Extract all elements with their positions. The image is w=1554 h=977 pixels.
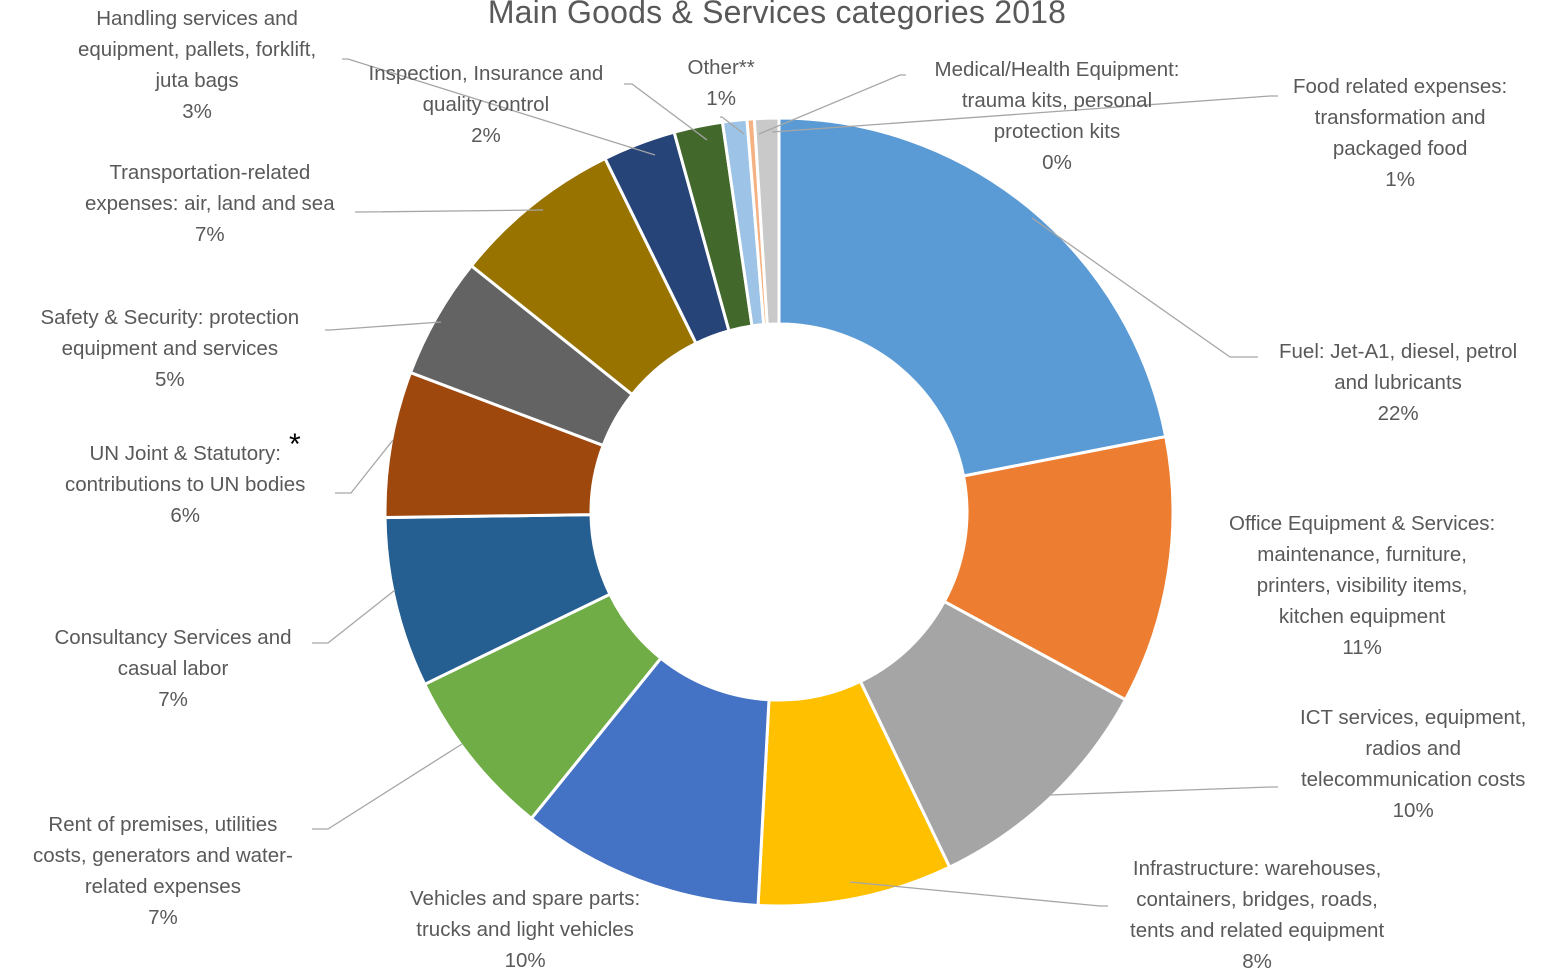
donut-slice <box>752 116 781 326</box>
slice-label-text: and lubricants <box>1334 371 1462 394</box>
chart-title: Main Goods & Services categories 2018 <box>487 0 1067 30</box>
leader-line <box>325 321 442 331</box>
leader-line <box>342 58 656 156</box>
donut-slice <box>942 434 1175 702</box>
leader-line <box>355 209 544 213</box>
leader-line <box>624 83 708 141</box>
slice-label-text: Office Equipment & Services: <box>1229 512 1496 535</box>
slice-label-text: tents and related equipment <box>1130 919 1385 942</box>
leader-line <box>771 95 1278 133</box>
slice-label-percent: 7% <box>148 906 178 929</box>
slice-label-text: containers, bridges, roads, <box>1136 888 1378 911</box>
slice-label-text: Rent of premises, utilities <box>48 813 278 836</box>
slice-label-text: protection kits <box>993 120 1121 143</box>
slice-label-text: ICT services, equipment, <box>1300 706 1527 729</box>
slice-label: UN Joint & Statutory: contributions to UN… <box>65 438 305 531</box>
slice-label-text: transformation and <box>1314 106 1486 129</box>
slice-label-text: Medical/Health Equipment: <box>934 58 1180 81</box>
slice-label-text: related expenses <box>84 875 241 898</box>
slice-label-percent: 8% <box>1242 950 1272 973</box>
slice-label-percent: 10% <box>1392 799 1434 822</box>
slice-label-text: Inspection, Insurance and <box>368 62 604 85</box>
slice-label-text: packaged food <box>1332 137 1468 160</box>
slice-label: Vehicles and spare parts: trucks and ligh… <box>410 883 640 976</box>
leader-lines <box>312 58 1278 907</box>
slice-label: Consultancy Services and casual labor 7% <box>55 622 292 715</box>
slice-label-text: Consultancy Services and <box>54 626 292 649</box>
slice-label-text: Infrastructure: warehouses, <box>1132 857 1382 880</box>
slice-label-text: printers, visibility items, <box>1256 574 1468 597</box>
slice-label-text: Food related expenses: <box>1293 75 1508 98</box>
slice-label-text: radios and <box>1365 737 1462 760</box>
slice-label: Medical/Health Equipment: trauma kits, pe… <box>935 54 1180 178</box>
slice-label-text: UN Joint & Statutory: <box>89 442 281 465</box>
slice-label-text: quality control <box>422 93 550 116</box>
slice-label-text: maintenance, furniture, <box>1257 543 1467 566</box>
slice-label-percent: 5% <box>155 368 185 391</box>
leader-line <box>335 439 394 494</box>
slice-label: Rent of premises, utilities costs, genera… <box>33 809 293 933</box>
leader-line <box>312 743 463 830</box>
donut-slices <box>383 116 1175 908</box>
slice-label: Office Equipment & Services: maintenance,… <box>1229 508 1495 663</box>
slice-label-text: juta bags <box>155 69 239 92</box>
leader-line <box>849 881 1108 907</box>
slice-label-percent: 6% <box>170 504 201 527</box>
slice-label-text: contributions to UN bodies <box>65 473 306 496</box>
slice-label-text: Transportation-related <box>109 161 311 184</box>
slice-label-text: equipment and services <box>61 337 279 360</box>
slice-label-text: Other** <box>687 56 755 79</box>
slice-label-text: equipment, pallets, forklift, <box>78 38 317 61</box>
slice-label-text: Handling services and <box>96 7 298 30</box>
footnote-asterisk: * <box>289 428 301 461</box>
slice-label: Transportation-related expenses: air, lan… <box>85 157 335 250</box>
leader-line <box>312 589 396 644</box>
slice-label: Infrastructure: warehouses, containers, b… <box>1130 853 1384 977</box>
slice-label-percent: 7% <box>194 223 225 246</box>
leader-line <box>1049 786 1278 796</box>
leader-line <box>758 74 906 135</box>
leader-line <box>1031 217 1258 358</box>
slice-label-text: Fuel: Jet-A1, diesel, petrol <box>1279 340 1518 363</box>
slice-label-text: Safety & Security: protection <box>40 306 300 329</box>
slice-label: Food related expenses: transformation and… <box>1293 71 1507 195</box>
slice-label-text: Vehicles and spare parts: <box>410 887 641 910</box>
slice-label-percent: 7% <box>158 688 188 711</box>
slice-label-percent: 22% <box>1377 402 1419 425</box>
slice-label-text: telecommunication costs <box>1300 768 1526 791</box>
slice-label-text: casual labor <box>117 657 229 680</box>
slice-label: Inspection, Insurance and quality control… <box>369 58 604 151</box>
slice-label-percent: 10% <box>504 949 546 972</box>
slice-label-percent: 1% <box>706 87 736 110</box>
slice-label-percent: 0% <box>1042 151 1072 174</box>
slice-label: Safety & Security: protection equipment a… <box>41 302 300 395</box>
leader-line <box>720 116 745 135</box>
slice-label: Fuel: Jet-A1, diesel, petrol and lubrican… <box>1279 336 1517 429</box>
slice-label-text: expenses: air, land and sea <box>85 192 335 215</box>
slice-label-percent: 3% <box>182 100 212 123</box>
slice-label-text: kitchen equipment <box>1278 605 1446 628</box>
slice-label-text: costs, generators and water- <box>33 844 293 867</box>
slice-label: Other** 1% <box>688 52 755 114</box>
slice-label-percent: 11% <box>1342 636 1382 659</box>
slice-label-text: trucks and light vehicles <box>416 918 634 941</box>
slice-label-text: trauma kits, personal <box>961 89 1153 112</box>
slice-label-percent: 2% <box>471 124 501 147</box>
slice-label-percent: 1% <box>1385 168 1415 191</box>
slice-label: Handling services and equipment, pallets,… <box>78 3 316 127</box>
donut-slice <box>777 116 1168 478</box>
slice-label: ICT services, equipment, radios and teleco… <box>1300 702 1526 826</box>
